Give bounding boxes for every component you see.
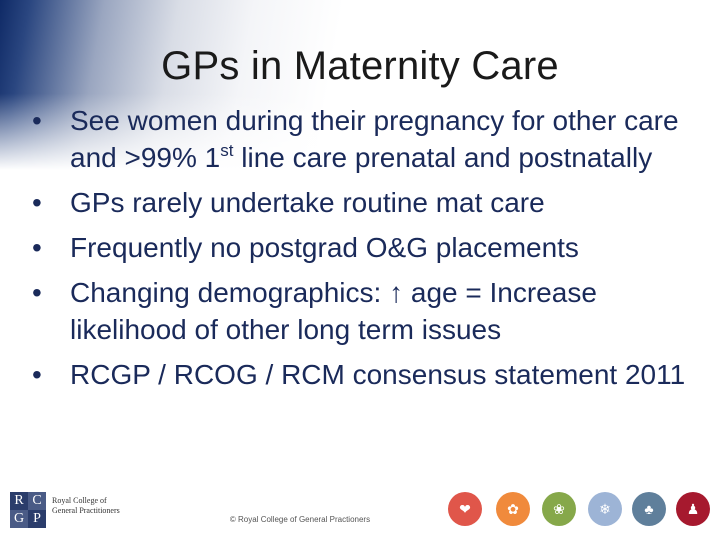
header-fade — [0, 0, 720, 170]
heart-icon: ❤ — [448, 492, 482, 526]
bullet-text: RCGP / RCOG / RCM consensus statement 20… — [70, 359, 686, 390]
logo-letter: G — [10, 510, 28, 528]
logo-letter: C — [28, 492, 46, 510]
slide-footer: R C G P Royal College of General Practit… — [0, 482, 720, 540]
bullet-text: See women during their pregnancy for oth… — [70, 105, 679, 173]
bullet-text-cont: line care prenatal and postnatally — [233, 142, 653, 173]
bullet-dot: • — [32, 359, 42, 390]
logo-letter: P — [28, 510, 46, 528]
copyright-text: © Royal College of General Practioners — [229, 515, 371, 524]
bullet-dot: • — [32, 105, 42, 136]
lotus-icon: ✿ — [496, 492, 530, 526]
bullet-text: GPs rarely undertake routine mat care — [70, 187, 545, 218]
bullet-item: • Changing demographics: ↑ age = Increas… — [26, 274, 696, 348]
bullet-item: • RCGP / RCOG / RCM consensus statement … — [26, 356, 696, 393]
logo-letter: R — [10, 492, 28, 510]
snowflake-icon: ❄ — [588, 492, 622, 526]
bullet-item: • Frequently no postgrad O&G placements — [26, 229, 696, 266]
slide-title: GPs in Maternity Care — [161, 44, 559, 88]
figure-icon: ♟ — [676, 492, 710, 526]
bullet-dot: • — [32, 277, 42, 308]
bullet-item: • GPs rarely undertake routine mat care — [26, 184, 696, 221]
tree-icon: ♣ — [632, 492, 666, 526]
org-name: Royal College of General Practitioners — [52, 496, 120, 515]
bullet-text: Frequently no postgrad O&G placements — [70, 232, 579, 263]
bullet-superscript: st — [220, 141, 234, 160]
bullet-text: Changing demographics: ↑ age = Increase … — [70, 277, 597, 345]
bullet-item: • See women during their pregnancy for o… — [26, 102, 696, 176]
bullet-dot: • — [32, 232, 42, 263]
bullet-dot: • — [32, 187, 42, 218]
flower-icon: ❀ — [542, 492, 576, 526]
rcgp-logo: R C G P — [10, 492, 46, 528]
bullet-list: • See women during their pregnancy for o… — [26, 102, 696, 401]
